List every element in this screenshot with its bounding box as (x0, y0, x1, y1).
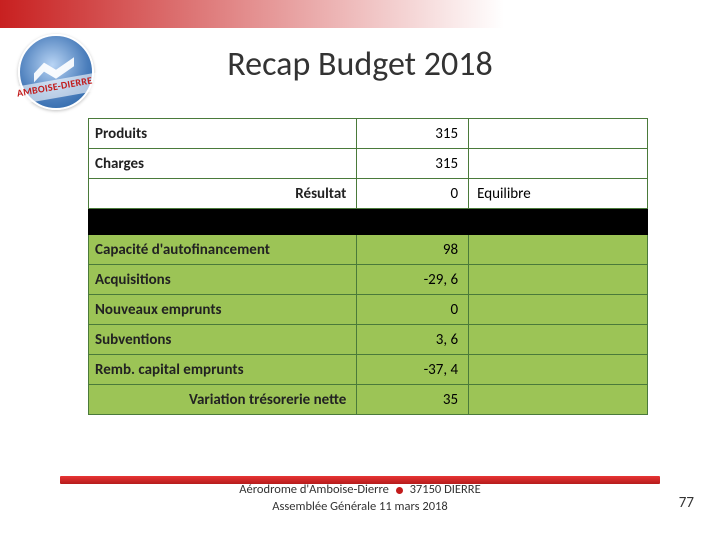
row-value: -37, 4 (357, 355, 469, 385)
page-title: Recap Budget 2018 (0, 44, 720, 85)
table-row: Résultat0Equilibre (89, 179, 648, 209)
row-value: 0 (357, 295, 469, 325)
row-label: Capacité d'autofinancement (89, 235, 357, 265)
row-value: -29, 6 (357, 265, 469, 295)
row-value: 0 (357, 179, 469, 209)
row-status (469, 385, 648, 415)
row-status (469, 149, 648, 179)
row-status: Equilibre (469, 179, 648, 209)
row-status (469, 295, 648, 325)
topbar (0, 0, 720, 28)
footer-line1-left: Aérodrome d'Amboise-Dierre (239, 482, 389, 497)
table-row: Nouveaux emprunts0 (89, 295, 648, 325)
row-value: 98 (357, 235, 469, 265)
row-status (469, 119, 648, 149)
row-label: Résultat (89, 179, 357, 209)
row-status (469, 235, 648, 265)
bullet-icon (396, 487, 403, 494)
row-label: Variation trésorerie nette (89, 385, 357, 415)
row-value: 3, 6 (357, 325, 469, 355)
row-value: 315 (357, 149, 469, 179)
budget-table: Produits315Charges315Résultat0EquilibreC… (88, 118, 648, 415)
row-label: Remb. capital emprunts (89, 355, 357, 385)
table-row: Subventions3, 6 (89, 325, 648, 355)
footer-line2: Assemblée Générale 11 mars 2018 (272, 499, 447, 514)
table-row: Variation trésorerie nette35 (89, 385, 648, 415)
row-value: 315 (357, 119, 469, 149)
table-row: Produits315 (89, 119, 648, 149)
row-status (469, 355, 648, 385)
footer-line1-right: 37150 DIERRE (410, 482, 481, 497)
row-label: Nouveaux emprunts (89, 295, 357, 325)
row-status (469, 325, 648, 355)
table-row (89, 209, 648, 235)
row-label: Charges (89, 149, 357, 179)
row-label: Subventions (89, 325, 357, 355)
footer: Aérodrome d'Amboise-Dierre 37150 DIERRE … (0, 482, 720, 516)
row-value: 35 (357, 385, 469, 415)
table-row: Remb. capital emprunts-37, 4 (89, 355, 648, 385)
row-label: Produits (89, 119, 357, 149)
page-number: 77 (679, 494, 694, 512)
table-row: Acquisitions-29, 6 (89, 265, 648, 295)
row-label: Acquisitions (89, 265, 357, 295)
row-status (469, 265, 648, 295)
table-row: Charges315 (89, 149, 648, 179)
spacer-cell (89, 209, 648, 235)
table-row: Capacité d'autofinancement98 (89, 235, 648, 265)
